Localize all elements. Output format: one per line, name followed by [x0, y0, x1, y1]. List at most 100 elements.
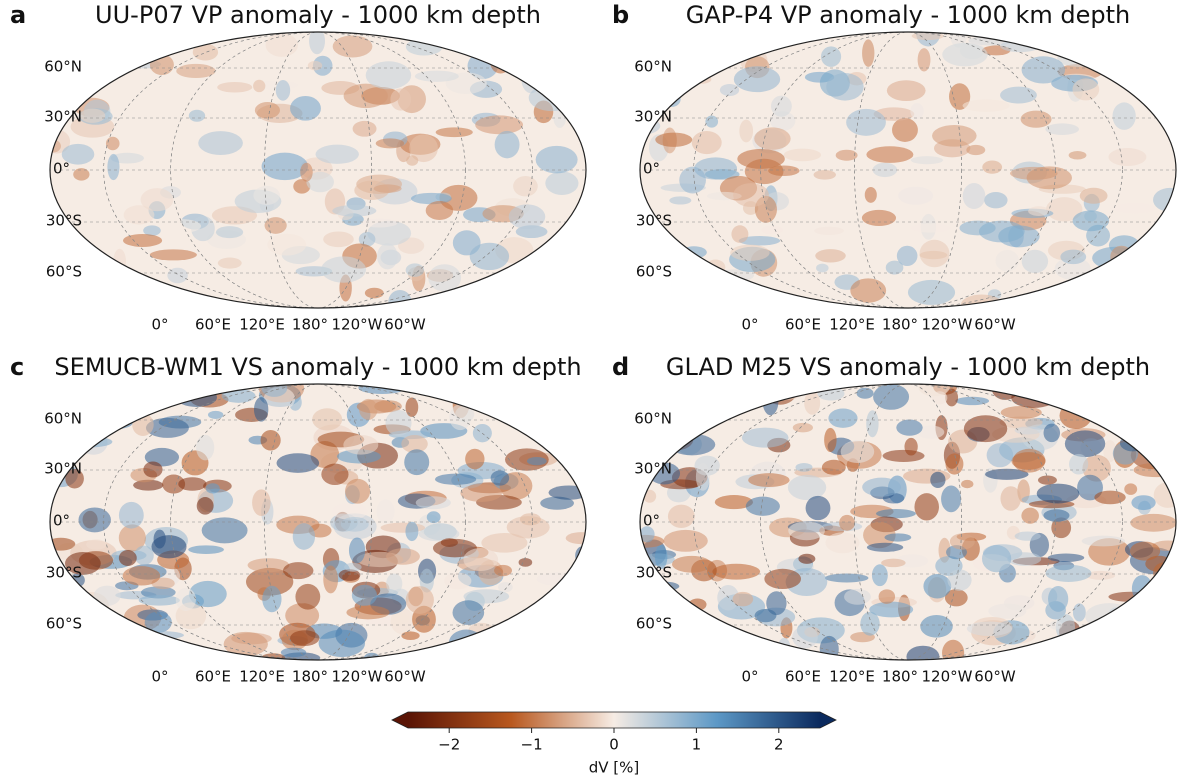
anomaly-blob	[465, 448, 485, 470]
anomaly-blob	[306, 171, 334, 193]
anomaly-blob	[111, 642, 125, 660]
anomaly-blob	[449, 404, 472, 431]
anomaly-blob	[668, 433, 716, 456]
anomaly-blob	[862, 39, 875, 67]
lon-label: 180°	[882, 668, 918, 686]
anomaly-blob	[742, 638, 769, 656]
anomaly-blob	[919, 250, 948, 260]
anomaly-blob	[352, 120, 377, 137]
anomaly-blob	[748, 473, 790, 487]
anomaly-blob	[896, 419, 923, 436]
anomaly-blob	[312, 55, 333, 76]
meridian	[760, 32, 1056, 308]
anomaly-blob	[558, 618, 586, 640]
anomaly-blob	[292, 523, 316, 550]
anomaly-blob	[907, 279, 956, 305]
anomaly-blob	[820, 46, 842, 67]
lat-label: 60°S	[636, 263, 672, 281]
anomaly-blob	[914, 493, 939, 521]
anomaly-blob	[1153, 562, 1175, 583]
anomaly-blob	[720, 397, 752, 414]
meridian	[854, 384, 962, 660]
anomaly-blob	[73, 168, 90, 181]
panel-title: UU-P07 VP anomaly - 1000 km depth	[95, 1, 541, 29]
lon-label: 120°E	[239, 668, 285, 686]
anomaly-blob	[573, 572, 586, 592]
anomaly-blob	[295, 583, 321, 610]
anomaly-blob	[351, 584, 378, 606]
anomaly-blob	[761, 225, 784, 235]
anomaly-blob	[426, 511, 441, 524]
anomaly-blob	[640, 526, 655, 543]
anomaly-blob	[360, 218, 398, 228]
lat-label: 30°S	[636, 212, 672, 230]
anomaly-blob	[108, 47, 157, 60]
anomaly-blob	[548, 485, 586, 500]
anomaly-blob	[1028, 206, 1050, 216]
anomaly-blob	[711, 635, 752, 654]
map	[50, 32, 586, 308]
anomaly-blob	[401, 631, 420, 641]
anomaly-blob	[1081, 535, 1126, 547]
anomaly-blob	[127, 289, 172, 308]
anomaly-blob	[691, 131, 722, 155]
lat-label: 60°S	[46, 615, 82, 633]
anomaly-blob	[985, 468, 1029, 480]
anomaly-blob	[1159, 81, 1172, 95]
anomaly-blob	[866, 410, 879, 438]
lat-label: 0°	[53, 512, 70, 530]
meridian	[264, 384, 372, 660]
anomaly-blob	[739, 32, 757, 51]
anomaly-blob	[564, 626, 586, 651]
anomaly-blob	[882, 449, 925, 463]
anomaly-blob	[143, 225, 161, 236]
colorbar-low-extension	[392, 712, 408, 728]
anomaly-blob	[733, 66, 781, 93]
anomaly-blob	[65, 468, 84, 489]
anomaly-blob	[560, 293, 586, 308]
anomaly-blob	[134, 545, 154, 566]
anomaly-blob	[920, 615, 953, 638]
anomaly-blob	[217, 81, 253, 93]
anomaly-blob	[433, 652, 477, 660]
anomaly-blob	[815, 249, 846, 263]
lat-label: 30°S	[46, 564, 82, 582]
anomaly-blob	[221, 388, 256, 403]
anomaly-blob	[816, 263, 829, 273]
anomaly-blob	[984, 191, 1008, 209]
anomaly-blob	[550, 603, 565, 615]
anomaly-blob	[377, 243, 398, 270]
anomaly-blob	[677, 401, 721, 428]
anomaly-blob	[526, 456, 547, 466]
anomaly-blob	[107, 153, 120, 181]
lon-label: 180°	[292, 668, 328, 686]
anomaly-blob	[871, 564, 888, 587]
anomaly-blob	[998, 225, 1040, 248]
lat-label: 60°N	[634, 58, 672, 76]
anomaly-blob	[501, 621, 543, 633]
anomaly-blob	[680, 246, 707, 259]
anomaly-blob	[138, 595, 180, 606]
map-outline	[639, 31, 1177, 309]
anomaly-blob	[668, 640, 689, 660]
anomaly-blob	[856, 387, 874, 399]
anomaly-blob	[79, 397, 115, 417]
anomaly-blob	[864, 186, 877, 203]
anomaly-blob	[260, 429, 281, 451]
anomaly-blob	[463, 547, 499, 572]
anomaly-blob	[50, 129, 71, 154]
anomaly-blob	[509, 38, 532, 58]
anomaly-blob	[253, 185, 280, 205]
anomaly-blob	[640, 228, 654, 240]
anomaly-blob	[745, 496, 780, 516]
anomaly-blob	[1152, 540, 1176, 552]
anomaly-blob	[1108, 148, 1147, 167]
anomaly-blob	[385, 410, 412, 436]
anomaly-blob	[947, 569, 972, 591]
lon-label: 120°E	[829, 316, 875, 334]
anomaly-blob	[1103, 391, 1136, 418]
anomaly-blob	[375, 138, 405, 149]
anomaly-blob	[532, 634, 557, 653]
anomaly-blob	[110, 152, 144, 164]
anomaly-blob	[475, 115, 524, 135]
